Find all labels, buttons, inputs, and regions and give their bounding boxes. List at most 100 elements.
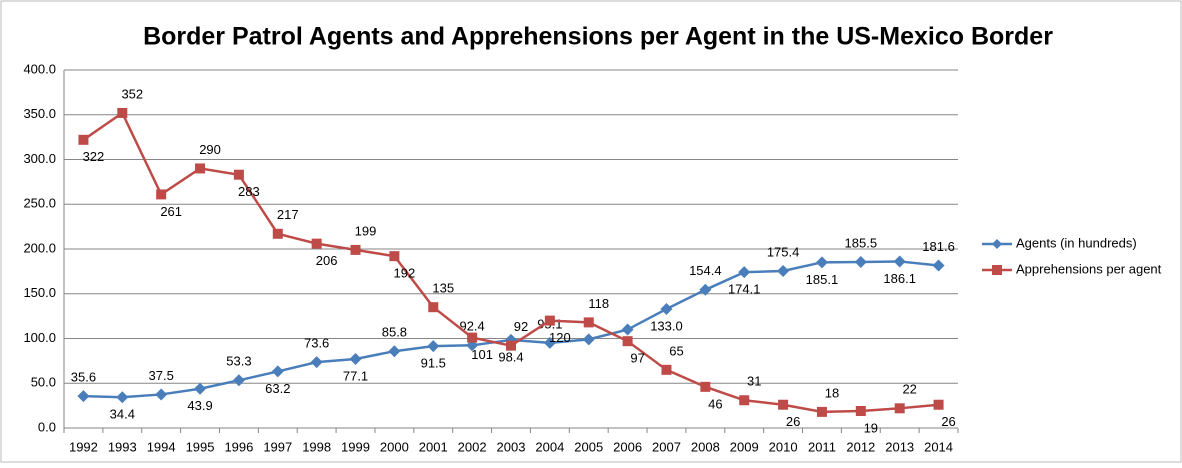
- x-tick-label: 2010: [769, 439, 798, 454]
- data-label: 185.5: [845, 235, 878, 250]
- marker: [77, 390, 90, 403]
- y-tick-label: 100.0: [23, 330, 56, 345]
- y-tick-label: 250.0: [23, 196, 56, 211]
- data-label: 35.6: [71, 370, 96, 385]
- y-tick-label: 300.0: [23, 151, 56, 166]
- x-tick-label: 2000: [380, 439, 409, 454]
- marker: [777, 265, 790, 278]
- data-label: 261: [160, 204, 182, 219]
- marker: [310, 356, 323, 369]
- data-label: 98.4: [498, 349, 523, 364]
- marker: [232, 374, 245, 387]
- data-label: 283: [238, 184, 260, 199]
- legend-label: Apprehensions per agent: [1016, 261, 1162, 276]
- data-label: 206: [316, 253, 338, 268]
- marker: [467, 332, 478, 343]
- x-tick-label: 1993: [108, 439, 137, 454]
- data-label: 65: [669, 343, 683, 358]
- x-tick-label: 1997: [263, 439, 292, 454]
- data-label: 192: [394, 266, 416, 281]
- data-label: 26: [941, 414, 955, 429]
- data-label: 46: [708, 396, 722, 411]
- chart-title: Border Patrol Agents and Apprehensions p…: [143, 23, 1053, 51]
- marker: [543, 336, 556, 349]
- x-tick-label: 2008: [691, 439, 720, 454]
- y-tick-label: 0.0: [38, 419, 56, 434]
- marker: [388, 345, 401, 358]
- x-tick-label: 2013: [885, 439, 914, 454]
- data-label: 22: [902, 382, 916, 397]
- marker: [739, 395, 750, 406]
- marker: [389, 251, 400, 262]
- data-label: 181.6: [922, 239, 955, 254]
- marker: [194, 382, 207, 395]
- x-tick-label: 2001: [419, 439, 448, 454]
- data-label: 290: [199, 142, 221, 157]
- marker: [271, 365, 284, 378]
- data-label: 18: [825, 385, 839, 400]
- data-label: 199: [355, 223, 377, 238]
- data-label: 118: [588, 296, 609, 311]
- data-label: 186.1: [883, 271, 916, 286]
- data-label: 101: [471, 347, 493, 362]
- data-label: 133.0: [650, 318, 683, 333]
- y-tick-label: 200.0: [23, 240, 56, 255]
- marker: [660, 302, 673, 315]
- data-label: 19: [864, 420, 878, 435]
- x-tick-label: 1996: [224, 439, 253, 454]
- marker: [894, 403, 905, 414]
- data-label: 26: [786, 414, 800, 429]
- data-label: 91.5: [421, 356, 446, 371]
- x-tick-label: 2002: [458, 439, 487, 454]
- marker: [816, 406, 827, 417]
- marker: [272, 228, 283, 239]
- legend-marker: [992, 265, 1002, 275]
- x-tick-label: 2011: [808, 439, 836, 454]
- y-tick-label: 400.0: [23, 61, 56, 76]
- data-label: 217: [277, 207, 299, 222]
- data-label: 154.4: [689, 263, 722, 278]
- y-tick-label: 350.0: [23, 106, 56, 121]
- data-label: 352: [121, 86, 143, 101]
- x-tick-label: 1994: [147, 439, 176, 454]
- marker: [233, 169, 244, 180]
- legend-marker: [992, 239, 1002, 249]
- x-tick-label: 1992: [69, 439, 98, 454]
- data-label: 43.9: [187, 398, 212, 413]
- data-label: 322: [83, 149, 105, 164]
- marker: [428, 302, 439, 313]
- data-label: 53.3: [226, 354, 251, 369]
- marker: [350, 244, 361, 255]
- marker: [349, 352, 362, 365]
- marker: [700, 381, 711, 392]
- marker: [738, 266, 751, 279]
- legend-label: Agents (in hundreds): [1016, 235, 1137, 250]
- x-tick-label: 2007: [652, 439, 681, 454]
- x-tick-label: 1998: [302, 439, 331, 454]
- data-label: 97: [630, 351, 644, 366]
- marker: [932, 259, 945, 272]
- data-label: 92: [514, 319, 528, 334]
- marker: [854, 255, 867, 268]
- marker: [815, 256, 828, 269]
- x-tick-label: 2006: [613, 439, 642, 454]
- marker: [311, 238, 322, 249]
- x-tick-label: 2009: [730, 439, 759, 454]
- data-label: 120: [549, 330, 571, 345]
- marker: [195, 163, 206, 174]
- data-label: 77.1: [343, 368, 368, 383]
- marker: [699, 283, 712, 296]
- data-label: 175.4: [767, 244, 800, 259]
- data-label: 37.5: [149, 368, 174, 383]
- marker: [661, 364, 672, 375]
- marker: [622, 336, 633, 347]
- data-label: 92.4: [459, 319, 484, 334]
- marker: [855, 405, 866, 416]
- marker: [583, 317, 594, 328]
- data-label: 63.2: [265, 381, 290, 396]
- y-tick-label: 50.0: [31, 375, 56, 390]
- marker: [621, 323, 634, 336]
- marker: [156, 189, 167, 200]
- data-label: 185.1: [806, 272, 839, 287]
